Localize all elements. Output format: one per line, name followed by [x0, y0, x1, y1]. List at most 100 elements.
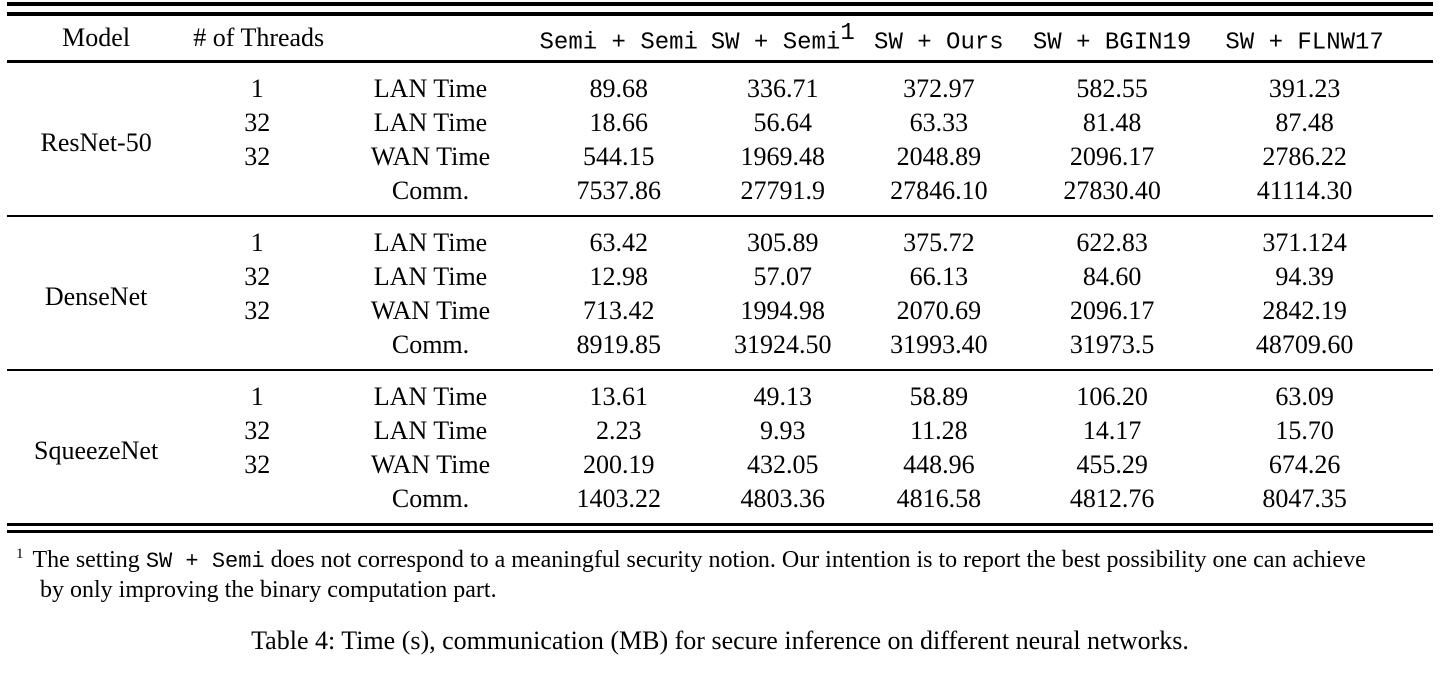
value-cell: 66.13 — [909, 261, 969, 291]
metric-cell: LAN Time — [373, 381, 488, 411]
table-row: DenseNet 1 LAN Time 63.42 305.89 375.72 … — [7, 216, 1433, 311]
table-row: 32 WAN Time 200.19 432.05 448.96 455.29 … — [7, 448, 1433, 482]
metric-cell: Comm. — [391, 483, 470, 513]
footnote-setting-name: SW + Semi — [145, 549, 265, 574]
value-cell: 27846.10 — [890, 175, 988, 205]
threads-cell: 1 — [250, 381, 264, 411]
value-cell: 18.66 — [589, 107, 648, 137]
col-header-sw-semi: SW + Semi1 — [705, 16, 860, 63]
table-row: SqueezeNet 1 LAN Time 13.61 49.13 58.89 … — [7, 370, 1433, 465]
value-cell: 31973.5 — [1069, 329, 1155, 359]
threads-cell: 32 — [244, 449, 271, 479]
threads-cell — [185, 174, 329, 216]
setting-label: SW + BGIN19 — [1032, 29, 1192, 57]
footnote-marker: 1 — [16, 546, 24, 562]
value-cell: 372.97 — [903, 73, 975, 103]
table-row: 32 WAN Time 713.42 1994.98 2070.69 2096.… — [7, 294, 1433, 328]
table-area: Model # of Threads Semi + Semi SW + Semi… — [7, 2, 1433, 533]
metric-cell: WAN Time — [370, 449, 491, 479]
metric-cell: Comm. — [391, 329, 470, 359]
value-cell: 4812.76 — [1069, 483, 1155, 513]
value-cell: 4816.58 — [896, 483, 982, 513]
model-block-densenet: DenseNet 1 LAN Time 63.42 305.89 375.72 … — [7, 216, 1433, 370]
table-row: 32 LAN Time 12.98 57.07 66.13 84.60 94.3… — [7, 260, 1433, 294]
table-row: ResNet-50 1 LAN Time 89.68 336.71 372.97… — [7, 62, 1433, 157]
value-cell: 57.07 — [753, 261, 812, 291]
value-cell: 2.23 — [595, 415, 642, 445]
value-cell: 2096.17 — [1069, 141, 1155, 171]
table-row: 32 LAN Time 2.23 9.93 11.28 14.17 15.70 — [7, 414, 1433, 448]
threads-cell: 1 — [250, 227, 264, 257]
value-cell: 81.48 — [1082, 107, 1142, 137]
setting-label: Semi + Semi — [539, 29, 698, 57]
value-cell: 455.29 — [1076, 449, 1148, 479]
top-rule-inner — [7, 12, 1433, 16]
paper-table-page: Model # of Threads Semi + Semi SW + Semi… — [0, 2, 1440, 656]
threads-cell: 32 — [244, 295, 271, 325]
value-cell: 432.05 — [746, 449, 819, 479]
value-cell: 336.71 — [746, 73, 819, 103]
value-cell: 31924.50 — [733, 329, 832, 359]
value-cell: 8047.35 — [1262, 483, 1347, 513]
threads-cell: 32 — [244, 415, 271, 445]
threads-cell: 1 — [250, 73, 264, 103]
value-cell: 12.98 — [589, 261, 648, 291]
value-cell: 2786.22 — [1262, 141, 1347, 171]
setting-superscript: 1 — [840, 19, 855, 47]
value-cell: 7537.86 — [576, 175, 661, 205]
value-cell: 87.48 — [1275, 107, 1334, 137]
value-cell: 1994.98 — [740, 295, 825, 325]
table-header-row: Model # of Threads Semi + Semi SW + Semi… — [7, 16, 1433, 63]
value-cell: 58.89 — [909, 381, 969, 411]
table-caption: Table 4: Time (s), communication (MB) fo… — [0, 626, 1440, 656]
metric-cell: LAN Time — [373, 73, 488, 103]
col-header-semi-semi: Semi + Semi — [531, 16, 706, 63]
model-cell: SqueezeNet — [34, 436, 159, 466]
footnote: 1 The setting SW + Semi does not correspo… — [0, 540, 1385, 605]
value-cell: 63.42 — [589, 227, 648, 257]
top-rule-outer — [7, 2, 1433, 6]
value-cell: 371.124 — [1262, 227, 1347, 257]
value-cell: 89.68 — [589, 73, 648, 103]
footnote-text-after: does not correspond to a meaningful secu… — [40, 547, 1366, 603]
value-cell: 13.61 — [589, 381, 648, 411]
setting-label: SW + Semi — [710, 29, 841, 57]
value-cell: 622.83 — [1076, 227, 1148, 257]
value-cell: 84.60 — [1082, 261, 1142, 291]
value-cell: 56.64 — [753, 107, 812, 137]
table-row: Comm. 8919.85 31924.50 31993.40 31973.5 … — [7, 328, 1433, 370]
value-cell: 713.42 — [582, 295, 655, 325]
col-header-sw-flnw17: SW + FLNW17 — [1206, 16, 1433, 63]
value-cell: 15.70 — [1275, 415, 1334, 445]
value-cell: 27791.9 — [740, 175, 825, 205]
value-cell: 375.72 — [903, 227, 975, 257]
value-cell: 1969.48 — [740, 141, 825, 171]
value-cell: 582.55 — [1076, 73, 1148, 103]
setting-label: SW + Ours — [874, 29, 1004, 57]
metric-cell: Comm. — [391, 175, 470, 205]
col-header-threads: # of Threads — [185, 16, 330, 63]
value-cell: 63.33 — [909, 107, 969, 137]
value-cell: 2070.69 — [896, 295, 982, 325]
col-header-model: Model — [7, 16, 186, 63]
value-cell: 2842.19 — [1262, 295, 1347, 325]
col-header-sw-bgin19: SW + BGIN19 — [1018, 16, 1207, 63]
value-cell: 2048.89 — [896, 141, 982, 171]
threads-cell — [185, 328, 329, 370]
value-cell: 11.28 — [910, 415, 968, 445]
metric-cell: LAN Time — [373, 261, 488, 291]
value-cell: 9.93 — [759, 415, 806, 445]
footnote-text-before: The setting — [32, 547, 146, 573]
value-cell: 14.17 — [1082, 415, 1142, 445]
model-block-resnet50: ResNet-50 1 LAN Time 89.68 336.71 372.97… — [7, 62, 1433, 217]
results-table: Model # of Threads Semi + Semi SW + Semi… — [7, 16, 1433, 523]
model-cell: DenseNet — [44, 282, 148, 312]
value-cell: 27830.40 — [1063, 175, 1161, 205]
metric-cell: LAN Time — [373, 227, 488, 257]
threads-cell: 32 — [244, 107, 271, 137]
value-cell: 31993.40 — [890, 329, 988, 359]
value-cell: 2096.17 — [1069, 295, 1155, 325]
threads-cell: 32 — [244, 141, 271, 171]
value-cell: 544.15 — [582, 141, 655, 171]
value-cell: 448.96 — [903, 449, 975, 479]
